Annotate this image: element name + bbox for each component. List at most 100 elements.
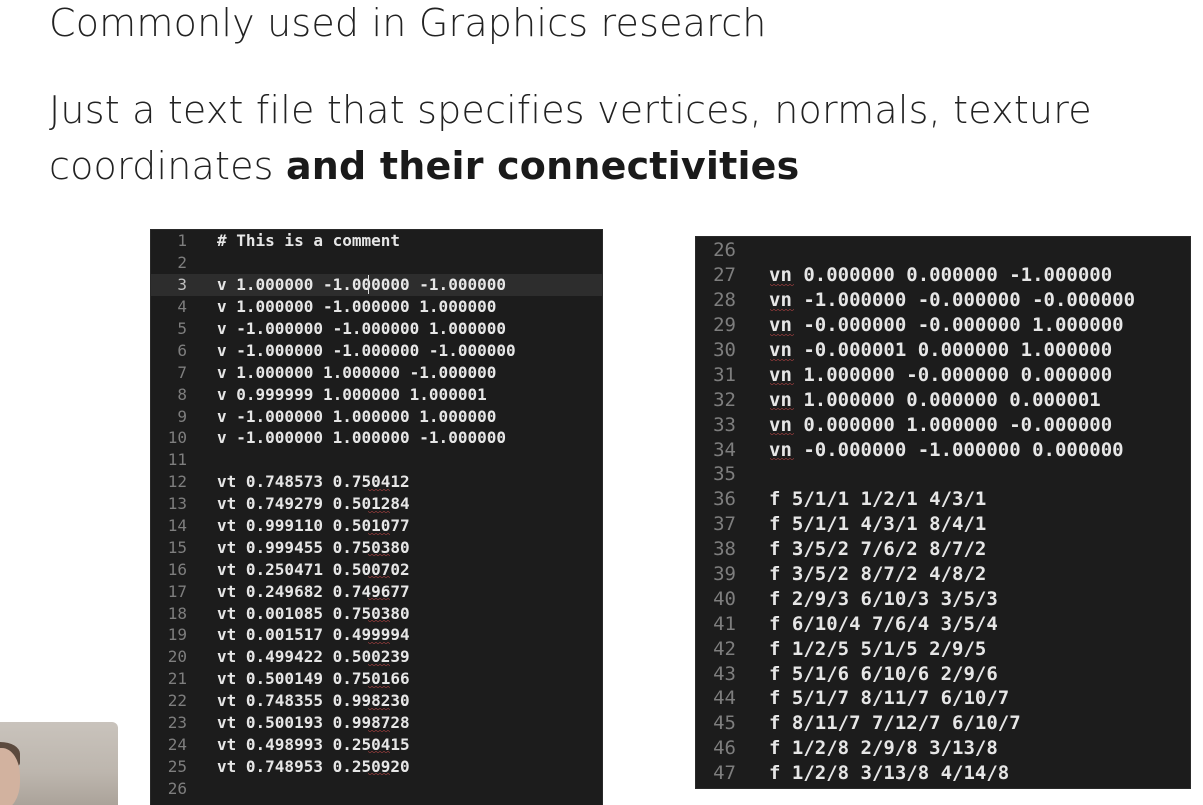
code-line: 26 [696, 238, 1190, 263]
line-number: 45 [713, 712, 736, 735]
code-line: 10 v -1.000000 1.000000 -1.000000 [151, 427, 602, 449]
spellcheck-underline [770, 383, 794, 387]
spellcheck-underline [770, 458, 794, 462]
code-text: vt 0.249682 0.749677 [217, 581, 410, 601]
line-number: 20 [167, 647, 187, 667]
code-text: vt 0.748573 0.750412 [217, 472, 410, 492]
code-line: 37 f 5/1/1 4/3/1 8/4/1 [696, 512, 1190, 537]
slide-line-2: Just a text file that specifies vertices… [49, 82, 1194, 194]
code-line: 1 # This is a comment [151, 230, 602, 252]
code-text: vn -0.000001 0.000000 1.000000 [769, 339, 1113, 361]
line-number: 8 [177, 384, 187, 404]
line-number: 15 [167, 537, 187, 557]
spellcheck-underline [770, 433, 794, 437]
line-number: 43 [713, 662, 736, 685]
code-text: v 1.000000 1.000000 -1.000000 [217, 362, 497, 382]
code-text: f 6/10/4 7/6/4 3/5/4 [769, 612, 998, 635]
line-number: 9 [177, 406, 187, 426]
spellcheck-underline [368, 620, 390, 624]
code-text: v -1.000000 -1.000000 1.000000 [217, 319, 506, 338]
spellcheck-underline [368, 598, 390, 602]
code-line: 9 v -1.000000 1.000000 1.000000 [151, 405, 602, 427]
spellcheck-underline [368, 510, 390, 514]
line-number: 25 [167, 756, 187, 776]
code-text: vt 0.748355 0.998230 [217, 691, 410, 711]
code-text: v -1.000000 -1.000000 -1.000000 [217, 340, 516, 360]
line-number: 23 [167, 713, 187, 733]
code-text: vn -0.000000 -1.000000 0.000000 [769, 438, 1124, 461]
line-number: 46 [713, 737, 736, 760]
line-number: 31 [713, 363, 736, 386]
code-line: 4 v 1.000000 -1.000000 1.000000 [151, 296, 602, 318]
code-line: 34 vn -0.000000 -1.000000 0.000000 [696, 437, 1190, 462]
line-number: 6 [177, 340, 187, 360]
spellcheck-underline [368, 554, 390, 558]
code-text: f 1/2/5 5/1/5 2/9/5 [769, 637, 987, 660]
line-number: 29 [713, 314, 736, 337]
obj-editor-left[interactable]: 1 # This is a comment 2 3 v 1.000000 -1.… [151, 230, 602, 805]
line-number: 41 [713, 612, 736, 635]
code-line: 6 v -1.000000 -1.000000 -1.000000 [151, 339, 602, 361]
line-number: 18 [167, 603, 187, 623]
text-caret [368, 274, 369, 294]
line-number: 21 [167, 669, 187, 689]
code-line: 41 f 6/10/4 7/6/4 3/5/4 [696, 611, 1190, 636]
line-number: 1 [177, 231, 187, 251]
code-text: vn 1.000000 -0.000000 0.000000 [769, 363, 1113, 386]
spellcheck-underline [368, 642, 390, 646]
code-text: # This is a comment [217, 231, 401, 251]
code-line: 25 vt 0.748953 0.250920 [151, 755, 602, 777]
spellcheck-underline [368, 488, 390, 492]
spellcheck-underline [770, 333, 794, 337]
code-text: vn -0.000000 -0.000000 1.000000 [769, 314, 1124, 337]
spellcheck-underline [368, 751, 390, 755]
code-text: v -1.000000 1.000000 -1.000000 [217, 428, 506, 448]
code-line: 12 vt 0.748573 0.750412 [151, 471, 602, 493]
line-number: 37 [713, 513, 736, 536]
code-text: vn 0.000000 1.000000 -0.000000 [769, 413, 1113, 436]
code-text: vt 0.500149 0.750166 [217, 669, 410, 689]
line-number: 3 [177, 275, 187, 295]
spellcheck-underline [368, 773, 390, 777]
code-text: f 1/2/8 3/13/8 4/14/8 [769, 762, 1010, 785]
line-number: 28 [713, 289, 736, 312]
code-text: vt 0.498993 0.250415 [217, 734, 410, 754]
code-line: 8 v 0.999999 1.000000 1.000001 [151, 383, 602, 405]
code-text: vn -1.000000 -0.000000 -0.000000 [769, 289, 1136, 312]
code-line: 29 vn -0.000000 -0.000000 1.000000 [696, 313, 1190, 338]
code-text: vn 1.000000 0.000000 0.000001 [769, 388, 1101, 411]
code-text: vt 0.999455 0.750380 [217, 537, 410, 557]
code-line: 18 vt 0.001085 0.750380 [151, 602, 602, 624]
line-number: 14 [167, 516, 187, 536]
line-number: 12 [167, 472, 187, 492]
code-text: vt 0.250471 0.500702 [217, 559, 410, 579]
code-line: 31 vn 1.000000 -0.000000 0.000000 [696, 362, 1190, 387]
code-line: 16 vt 0.250471 0.500702 [151, 558, 602, 580]
spellcheck-underline [770, 358, 794, 362]
code-text: vt 0.500193 0.998728 [217, 713, 410, 733]
line-number: 34 [713, 438, 736, 461]
line-number: 11 [167, 450, 187, 470]
code-line: 14 vt 0.999110 0.501077 [151, 515, 602, 537]
code-line: 19 vt 0.001517 0.499994 [151, 624, 602, 646]
line-number: 30 [713, 339, 736, 361]
code-line: 35 [696, 462, 1190, 487]
current-code-line[interactable]: 3 v 1.000000 -1.000000 -1.000000 [151, 273, 602, 296]
line-number: 27 [713, 264, 736, 287]
code-text: f 5/1/7 8/11/7 6/10/7 [769, 687, 1010, 710]
code-line: 47 f 1/2/8 3/13/8 4/14/8 [696, 761, 1190, 786]
code-text: vt 0.001085 0.750380 [217, 603, 410, 623]
code-line: 40 f 2/9/3 6/10/3 3/5/3 [696, 586, 1190, 611]
code-line: 42 f 1/2/5 5/1/5 2/9/5 [696, 636, 1190, 661]
line-number: 35 [713, 463, 736, 486]
code-text: v 0.999999 1.000000 1.000001 [217, 384, 487, 404]
code-line: 28 vn -1.000000 -0.000000 -0.000000 [696, 288, 1190, 313]
spellcheck-underline [368, 576, 390, 580]
spellcheck-underline [368, 532, 390, 536]
code-line: 43 f 5/1/6 6/10/6 2/9/6 [696, 661, 1190, 686]
obj-editor-right[interactable]: 26 27 vn 0.000000 0.000000 -1.000000 28 … [696, 237, 1190, 788]
code-line: 39 f 3/5/2 8/7/2 4/8/2 [696, 562, 1190, 587]
slide-line-2-bold: and their connectivities [285, 144, 800, 188]
code-text: f 5/1/6 6/10/6 2/9/6 [769, 662, 998, 685]
